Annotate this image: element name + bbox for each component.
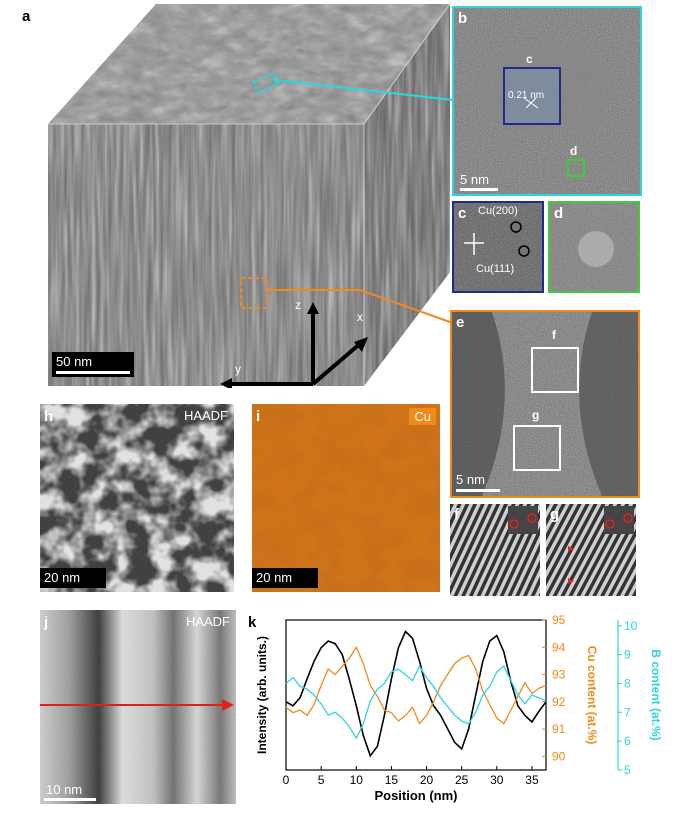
cu-tick-label: 94	[552, 640, 566, 654]
panel-k-chart: 0 5 10 15 20 25 30 35 Position (nm) Intensity (ar…	[255, 613, 663, 803]
panel-i-scalebar: 20 nm	[252, 568, 318, 588]
panel-a-scalebar-text: 50 nm	[56, 354, 93, 369]
b-tick-label: 5	[624, 763, 631, 777]
panel-e-box-f-label: f	[552, 328, 556, 342]
panel-b-scalebar-bar	[460, 188, 498, 191]
panel-d-fft	[550, 203, 638, 291]
x-axis-label: Position (nm)	[374, 788, 457, 803]
cu-tick-label: 91	[552, 722, 566, 736]
cu-axis-label: Cu content (at.%)	[585, 646, 599, 745]
axis-y-label: y	[235, 362, 241, 376]
panel-b-texture	[454, 8, 640, 194]
x-tick-label: 35	[525, 773, 539, 787]
panel-g-lattice	[546, 504, 636, 596]
panel-f: f	[450, 504, 540, 596]
panel-j-letter: j	[44, 614, 49, 631]
cu-content-line	[285, 645, 547, 725]
panel-h-haadf	[40, 404, 234, 592]
panel-b-inset-c-label: c	[526, 52, 533, 66]
axis-x-label: x	[357, 310, 363, 324]
cu-tick-label: 95	[552, 613, 566, 627]
panel-i-letter: i	[256, 408, 261, 425]
x-tick-label: 15	[385, 773, 399, 787]
x-tick-label: 30	[490, 773, 504, 787]
panel-i-cu-map	[252, 404, 440, 592]
panel-j-tag: HAADF	[185, 614, 230, 629]
panel-i-scalebar-text: 20 nm	[256, 570, 293, 585]
panel-h-tag: HAADF	[183, 408, 228, 423]
chart-frame	[285, 619, 547, 771]
x-tick-label: 25	[455, 773, 469, 787]
x-tick-label: 10	[350, 773, 364, 787]
panel-c-fft	[454, 203, 542, 291]
panel-k-letter: k	[248, 614, 257, 631]
panel-a-scalebar-bar	[56, 371, 130, 374]
panel-f-lattice	[450, 504, 540, 596]
panel-j-scalebar-bar	[44, 798, 96, 801]
panel-a-scalebar: 50 nm	[52, 352, 134, 377]
b-tick-label: 8	[624, 676, 631, 690]
panel-e: e f g 5 nm	[450, 310, 640, 498]
y-axis-label-left: Intensity (arb. units.)	[255, 636, 269, 754]
panel-j-scalebar: 10 nm	[46, 782, 83, 797]
panel-a-letter: a	[22, 8, 31, 25]
panel-b-scalebar: 5 nm	[460, 172, 489, 187]
panel-e-texture	[452, 312, 638, 496]
panel-e-scalebar-bar	[456, 489, 500, 492]
panel-b-lattice-label: 0.21 nm	[508, 90, 545, 101]
panel-i: i Cu 20 nm	[252, 404, 440, 592]
b-tick-label: 7	[624, 705, 631, 719]
panel-d: d	[548, 201, 640, 293]
panel-f-letter: f	[454, 506, 459, 523]
x-tick-label: 0	[283, 773, 290, 787]
panel-b: b c 0.21 nm d 5 nm	[452, 6, 642, 196]
cu-tick-label: 92	[552, 695, 566, 709]
panel-e-box-g-label: g	[532, 408, 540, 422]
panel-b-inset-d-label: d	[570, 144, 578, 158]
panel-b-letter: b	[458, 10, 468, 27]
panel-e-scalebar: 5 nm	[456, 472, 485, 487]
panel-c-spot-200: Cu(200)	[478, 205, 518, 217]
panel-i-tag: Cu	[409, 408, 436, 425]
cu-tick-label: 90	[552, 749, 566, 763]
b-tick-label: 10	[624, 619, 638, 633]
b-axis-label: B content (at.%)	[649, 649, 663, 740]
b-tick-label: 6	[624, 734, 631, 748]
x-tick-label: 20	[420, 773, 434, 787]
panel-h-letter: h	[44, 408, 54, 425]
panel-c-letter: c	[458, 205, 467, 222]
panel-a-cube	[48, 3, 451, 388]
b-tick-label: 9	[624, 648, 631, 662]
x-tick-label: 5	[318, 773, 325, 787]
intensity-line	[285, 630, 547, 758]
cu-tick-label: 93	[552, 668, 566, 682]
panel-h: h HAADF 20 nm	[40, 404, 234, 592]
panel-e-letter: e	[456, 314, 465, 331]
panel-c-spot-111: Cu(111)	[476, 263, 515, 275]
panel-g-letter: g	[550, 506, 560, 523]
b-content-line	[285, 664, 547, 740]
panel-g: g	[546, 504, 636, 596]
panel-h-scalebar-text: 20 nm	[44, 570, 81, 585]
panel-j-haadf	[40, 610, 236, 804]
axis-z-label: z	[295, 298, 301, 312]
panel-j: j HAADF 10 nm	[40, 610, 236, 804]
panel-c: c Cu(200) Cu(111)	[452, 201, 544, 293]
panel-d-letter: d	[554, 205, 564, 222]
panel-h-scalebar: 20 nm	[40, 568, 106, 588]
